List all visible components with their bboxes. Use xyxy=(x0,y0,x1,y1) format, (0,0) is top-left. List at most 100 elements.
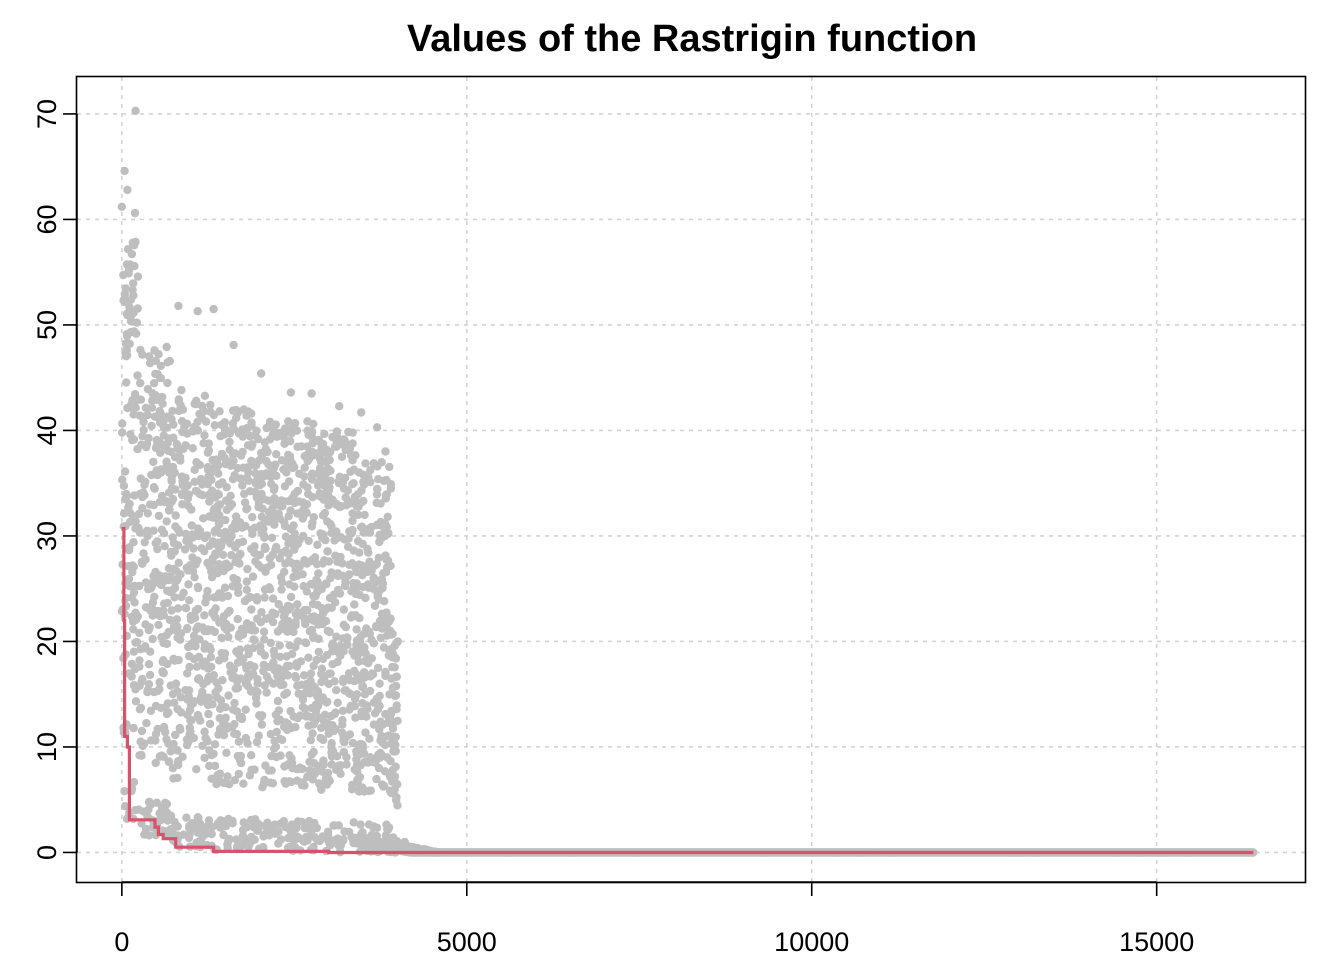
x-tick-label: 5000 xyxy=(437,927,497,957)
data-point xyxy=(369,573,379,583)
data-point xyxy=(380,767,390,776)
data-point xyxy=(216,432,225,441)
data-point xyxy=(225,606,234,616)
data-point xyxy=(223,724,232,733)
data-point xyxy=(279,432,288,442)
data-point xyxy=(378,738,387,748)
data-point xyxy=(290,582,299,591)
data-point xyxy=(182,813,191,822)
data-point xyxy=(166,681,175,690)
data-point xyxy=(364,658,373,668)
data-point xyxy=(185,823,194,833)
data-point xyxy=(373,484,382,494)
data-point xyxy=(117,428,127,437)
data-point xyxy=(362,712,371,721)
data-point xyxy=(248,440,257,449)
data-point xyxy=(233,614,242,624)
data-point xyxy=(143,509,152,518)
data-point xyxy=(242,585,251,594)
data-point xyxy=(259,524,268,533)
data-point xyxy=(260,779,269,788)
data-point xyxy=(169,433,178,442)
data-point xyxy=(270,651,279,660)
data-point xyxy=(293,817,303,826)
data-point xyxy=(379,476,389,485)
data-point xyxy=(205,761,214,771)
data-point xyxy=(181,441,190,450)
data-point xyxy=(287,758,297,768)
data-point xyxy=(173,759,182,768)
data-point xyxy=(290,543,299,552)
data-point xyxy=(196,716,205,725)
data-point xyxy=(228,475,238,484)
data-point xyxy=(245,432,255,441)
data-point xyxy=(135,705,145,714)
data-point xyxy=(217,701,227,710)
data-point xyxy=(369,698,378,707)
data-point xyxy=(217,449,227,459)
data-point xyxy=(302,679,311,689)
data-point xyxy=(388,724,398,733)
data-point xyxy=(285,751,294,760)
data-point xyxy=(266,638,275,648)
data-point xyxy=(306,450,316,459)
data-point xyxy=(169,774,178,783)
data-point xyxy=(383,512,392,521)
data-point xyxy=(187,505,196,514)
data-point xyxy=(275,641,284,650)
data-point xyxy=(318,511,328,520)
data-point xyxy=(308,493,317,502)
data-point xyxy=(155,418,165,427)
data-point xyxy=(381,491,391,500)
data-point xyxy=(144,660,154,669)
data-point xyxy=(233,683,243,693)
data-point xyxy=(154,511,164,521)
data-point xyxy=(162,735,171,744)
data-point xyxy=(207,829,216,839)
data-point xyxy=(143,410,152,420)
data-point xyxy=(379,643,389,652)
data-point xyxy=(220,778,230,788)
data-point xyxy=(260,593,269,602)
data-point xyxy=(122,378,131,387)
data-point xyxy=(345,527,354,536)
data-point xyxy=(120,166,129,176)
data-point xyxy=(266,461,275,470)
data-point xyxy=(229,664,239,674)
data-point xyxy=(131,638,140,647)
data-point xyxy=(293,600,302,609)
data-point xyxy=(230,776,240,785)
data-point xyxy=(238,425,247,434)
x-tick-label: 15000 xyxy=(1119,927,1194,957)
data-point xyxy=(162,517,171,526)
data-point xyxy=(169,739,178,749)
data-point xyxy=(151,539,160,548)
data-point xyxy=(150,346,159,355)
data-point xyxy=(247,751,256,760)
data-point xyxy=(159,611,168,620)
data-point xyxy=(187,716,196,725)
data-point xyxy=(281,823,290,832)
data-point xyxy=(180,545,190,554)
data-point xyxy=(238,523,247,532)
data-point xyxy=(344,534,353,543)
data-point xyxy=(174,301,183,311)
data-point xyxy=(193,813,202,822)
data-point xyxy=(194,652,204,662)
data-point xyxy=(280,424,290,433)
data-point xyxy=(311,700,321,709)
data-point xyxy=(259,627,269,636)
data-point xyxy=(316,781,325,790)
data-point xyxy=(300,823,310,833)
data-point xyxy=(196,836,206,845)
data-point xyxy=(144,680,154,689)
data-point xyxy=(341,622,350,632)
data-point xyxy=(261,544,270,553)
data-point xyxy=(214,547,223,556)
data-point xyxy=(163,598,172,608)
data-point xyxy=(348,516,357,525)
data-point xyxy=(178,500,187,509)
data-point xyxy=(130,208,140,218)
data-point xyxy=(173,604,183,613)
